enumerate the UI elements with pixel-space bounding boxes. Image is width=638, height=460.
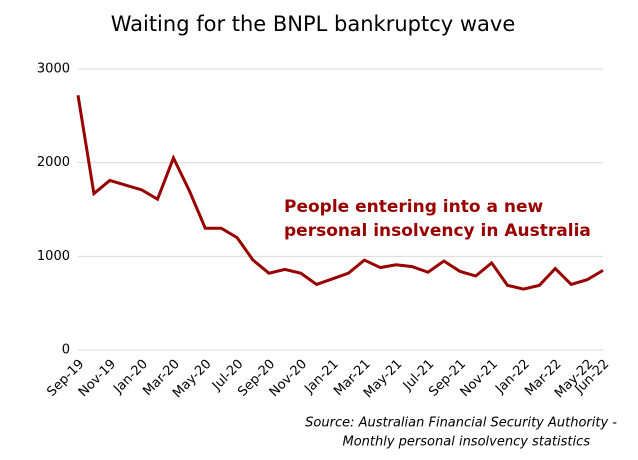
y-tick-label: 2000 <box>37 155 70 170</box>
annotation: People entering into a new <box>284 197 543 217</box>
line <box>76 94 604 291</box>
chart-title: Waiting for the BNPL bankruptcy wave <box>111 12 516 36</box>
annotation: personal insolvency in Australia <box>284 221 591 241</box>
y-tick-label: 3000 <box>37 62 70 77</box>
y-tick-label: 0 <box>62 343 70 358</box>
source: Monthly personal insolvency statistics <box>343 435 591 450</box>
y-tick-label: 1000 <box>37 249 70 264</box>
source: Source: Australian Financial Security Au… <box>305 416 617 431</box>
